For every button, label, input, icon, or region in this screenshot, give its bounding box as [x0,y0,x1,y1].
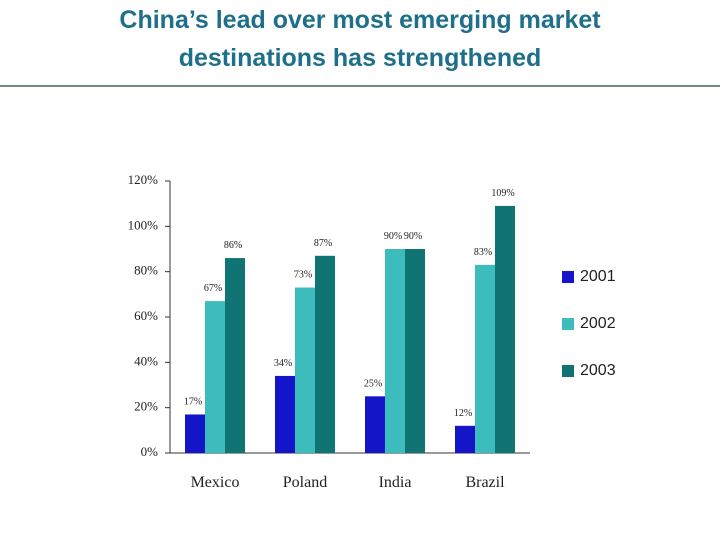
x-tick-label: Mexico [191,474,240,491]
y-tick-label: 40% [134,353,158,368]
x-tick-label: Poland [283,474,327,491]
value-label: 86% [224,240,242,251]
value-label: 90% [404,231,422,242]
legend-swatch [562,271,574,283]
bar [385,249,405,453]
bar [315,255,335,453]
legend-swatch [562,318,574,330]
bar [295,287,315,453]
bar [205,301,225,453]
value-label: 109% [491,188,514,199]
value-label: 90% [384,231,402,242]
bar [495,205,515,453]
value-label: 73% [294,270,312,281]
title-line: destinations has strengthened [179,44,542,72]
bar [365,396,385,453]
value-label: 87% [314,238,332,249]
y-tick-label: 120% [128,172,159,187]
x-tick-label: India [379,474,412,491]
y-tick-label: 100% [128,217,159,232]
bar [455,425,475,453]
bar [475,264,495,453]
bar [275,375,295,453]
title-line: China’s lead over most emerging market [119,6,601,34]
legend-swatch [562,365,574,377]
y-tick-label: 0% [141,444,159,459]
y-tick-label: 60% [134,308,158,323]
value-label: 83% [474,247,492,258]
bar [405,249,425,453]
value-label: 25% [364,378,382,389]
y-tick-label: 20% [134,399,158,414]
bar [225,258,245,453]
y-tick-label: 80% [134,263,158,278]
value-label: 17% [184,396,202,407]
legend-label: 2002 [580,315,616,332]
x-tick-label: Brazil [465,474,505,491]
value-label: 34% [274,358,292,369]
value-label: 67% [204,283,222,294]
legend-label: 2001 [580,268,616,285]
legend-label: 2003 [580,362,616,379]
bar [185,414,205,453]
value-label: 12% [454,408,472,419]
